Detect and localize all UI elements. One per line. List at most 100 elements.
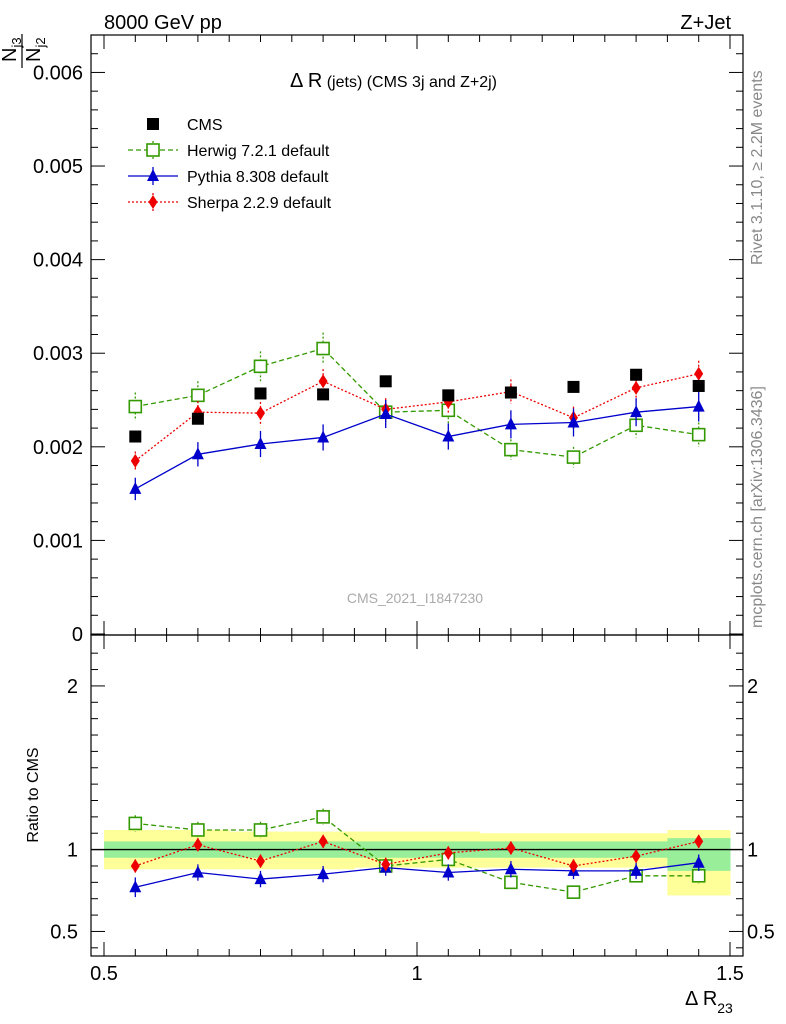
ratio-sherpa-point: [256, 854, 265, 869]
sherpa-point: [130, 453, 140, 468]
ratio-herwig-line: [135, 816, 699, 893]
main-series-layer: [128, 332, 706, 501]
main-y-tick-label: 0.005: [33, 156, 83, 178]
ratio-panel-frame: [90, 634, 744, 957]
x-label-main: Δ R: [685, 988, 717, 1010]
sherpa-point: [631, 380, 641, 395]
cms-point: [567, 380, 580, 393]
main-y-tick-label: 0.002: [33, 437, 83, 459]
herwig-line: [135, 347, 699, 458]
ratio-pythia-point: [191, 865, 204, 878]
herwig-point: [253, 359, 268, 374]
y-den-letter: N: [23, 48, 45, 62]
legend-sherpa-marker: [148, 195, 158, 209]
pythia-point: [692, 399, 705, 412]
sherpa-point: [256, 406, 265, 421]
ratio-axis-ticks: 0.5 0.5 1 1 2 2 0.5 1 1.5: [50, 635, 775, 985]
ratio-pythia-point: [504, 862, 517, 875]
legend-cms-label: CMS: [187, 117, 223, 134]
ratio-pythia-point: [317, 867, 330, 880]
ratio-sherpa-point: [694, 834, 704, 849]
ratio-series-layer: [128, 808, 706, 899]
pythia-point: [567, 415, 580, 428]
x-tick-label: 1: [411, 963, 422, 985]
legend-pythia-label: Pythia 8.308 default: [187, 169, 329, 186]
ratio-y-tick-label-left: 1: [67, 840, 78, 862]
sherpa-point: [694, 366, 704, 381]
main-y-tick-label: 0.006: [33, 62, 83, 84]
y-label-numerator: Nj3: [0, 37, 24, 62]
ratio-herwig-point: [566, 885, 581, 899]
main-y-tick-label: 0: [72, 624, 83, 646]
ratio-sherpa-point: [381, 857, 391, 872]
x-label-sub: 23: [717, 1000, 733, 1016]
pythia-point: [129, 481, 142, 494]
main-axis-ticks: 0 0.001 0.002 0.003 0.004 0.005 0.006: [33, 34, 743, 646]
ratio-pythia-point: [442, 865, 455, 878]
main-y-tick-label: 0.003: [33, 343, 83, 365]
ratio-y-tick-label-left: 2: [67, 676, 78, 698]
legend-sherpa-label: Sherpa 2.2.9 default: [187, 195, 332, 212]
pythia-point: [317, 430, 330, 443]
x-tick-label: 0.5: [90, 963, 118, 985]
legend: CMS Herwig 7.2.1 default Pythia 8.308 defa…: [128, 117, 332, 212]
ratio-herwig-point: [504, 875, 518, 890]
ratio-y-label: Ratio to CMS: [25, 747, 42, 842]
ratio-y-tick-label-left: 0.5: [50, 921, 78, 943]
cms-point: [129, 430, 142, 443]
herwig-point: [191, 388, 205, 403]
pythia-point: [630, 405, 643, 418]
chart-title-main: Δ R: [290, 70, 322, 92]
cms-point: [630, 368, 643, 381]
analysis-watermark: CMS_2021_I1847230: [347, 590, 483, 606]
cms-point: [504, 386, 517, 399]
y-num-letter: N: [0, 48, 21, 62]
legend-pythia-marker: [147, 169, 159, 181]
y-axis-label: Nj3 Nj2: [0, 34, 48, 68]
ratio-herwig-point: [253, 823, 268, 837]
cms-point: [379, 375, 392, 388]
chart-title: Δ R (jets) (CMS 3j and Z+2j): [290, 70, 497, 92]
ratio-herwig-point: [128, 816, 143, 831]
ratio-sherpa-point: [569, 858, 578, 873]
y-den-sub: j2: [33, 37, 48, 48]
main-y-tick-label: 0.004: [33, 250, 83, 272]
ratio-pythia-line: [135, 862, 699, 888]
cms-point: [692, 379, 705, 392]
pythia-line: [134, 405, 699, 490]
ratio-pythia-point: [630, 863, 643, 876]
herwig-point: [691, 427, 706, 442]
header-right: Z+Jet: [680, 12, 731, 34]
sherpa-point: [318, 374, 328, 389]
legend-cms-marker: [147, 118, 159, 130]
cms-point: [317, 388, 330, 401]
ratio-sherpa-point: [506, 840, 516, 855]
sherpa-line: [134, 373, 699, 462]
pythia-point: [504, 417, 517, 430]
y-label-denominator: Nj2: [23, 37, 48, 62]
pythia-point: [191, 447, 204, 460]
x-axis-label: Δ R23: [685, 988, 733, 1016]
herwig-point: [504, 442, 518, 457]
ratio-herwig-point: [191, 823, 205, 837]
legend-herwig-marker: [146, 143, 160, 157]
ratio-herwig-point: [316, 810, 330, 824]
pythia-point: [254, 437, 267, 450]
source-citation-text: mcplots.cern.ch [arXiv:1306.3436]: [749, 386, 766, 628]
x-tick-label: 1.5: [716, 963, 744, 985]
pythia-point: [442, 429, 455, 442]
ratio-pythia-point: [254, 872, 267, 885]
header-left: 8000 GeV pp: [104, 12, 222, 34]
herwig-point: [316, 341, 330, 356]
ratio-y-tick-label-right: 0.5: [747, 921, 775, 943]
ratio-sherpa-point: [193, 837, 203, 852]
y-num-sub: j3: [9, 37, 24, 48]
ratio-pythia-point: [692, 855, 705, 868]
ratio-sherpa-point: [443, 845, 453, 860]
main-y-tick-label: 0.001: [33, 530, 83, 552]
cms-point: [191, 412, 204, 425]
ratio-sherpa-point: [631, 849, 641, 864]
herwig-point: [128, 399, 143, 414]
rivet-version-text: Rivet 3.1.10, ≥ 2.2M events: [749, 70, 766, 265]
